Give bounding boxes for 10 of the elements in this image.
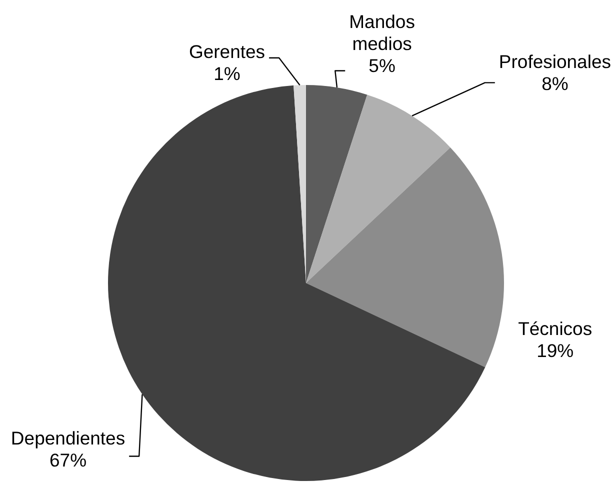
data-label: 1% [214,63,240,84]
slice-label: Gerentes [188,41,266,62]
slice-label: Técnicos [518,318,592,340]
data-label: 8% [542,73,568,94]
data-label: 67% [49,450,87,471]
slice-label: Dependientes [10,428,126,449]
slice-label: Profesionales [498,51,611,72]
data-label: 5% [368,55,396,76]
slice-label: Mandos medios [349,11,415,54]
data-label: 19% [536,340,574,362]
